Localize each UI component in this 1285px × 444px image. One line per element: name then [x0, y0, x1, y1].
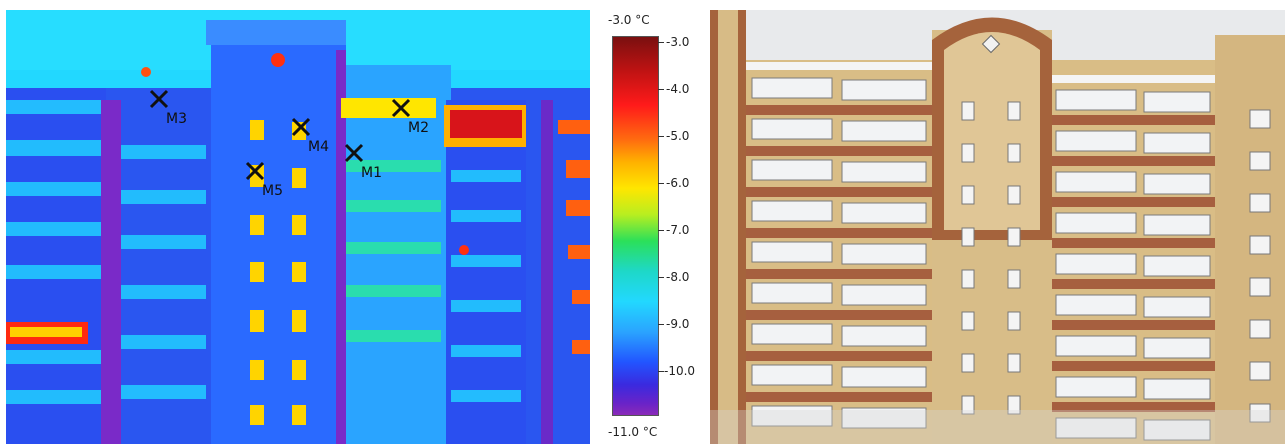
thermal-image: M1 M2 M3 M4 M5	[6, 10, 590, 444]
tick-mark	[658, 42, 664, 43]
marker-label: M1	[361, 165, 382, 181]
marker-label: M5	[262, 183, 283, 199]
tick-label: -7.0	[666, 223, 690, 237]
marker-m1: M1	[344, 143, 382, 181]
marker-m2: M2	[391, 98, 429, 136]
marker-label: M2	[408, 120, 429, 136]
building-photo	[710, 10, 1285, 444]
tick-label: -10.0	[664, 364, 696, 378]
tick-mark	[658, 371, 664, 372]
tick-mark	[658, 324, 664, 325]
tick-mark	[658, 230, 664, 231]
tick-label: -8.0	[666, 270, 690, 284]
tick-label: -4.0	[666, 82, 690, 96]
tick-mark	[658, 183, 664, 184]
scale-min-label: -11.0 °C	[608, 425, 658, 439]
thermal-image-canvas: M1 M2 M3 M4 M5	[6, 10, 590, 444]
marker-m5: M5	[245, 161, 283, 199]
marker-m4: M4	[291, 117, 329, 155]
marker-label: M3	[166, 111, 187, 127]
scale-max-label: -3.0 °C	[608, 13, 650, 27]
tick-label: -3.0	[666, 35, 690, 49]
marker-m3: M3	[149, 89, 187, 127]
marker-label: M4	[308, 139, 329, 155]
tick-mark	[658, 136, 664, 137]
building-photo-canvas	[710, 10, 1285, 444]
tick-mark	[658, 89, 664, 90]
tick-label: -5.0	[666, 129, 690, 143]
tick-mark	[658, 277, 664, 278]
tick-label: -9.0	[666, 317, 690, 331]
tick-label: -6.0	[666, 176, 690, 190]
temperature-colorbar	[612, 36, 659, 416]
